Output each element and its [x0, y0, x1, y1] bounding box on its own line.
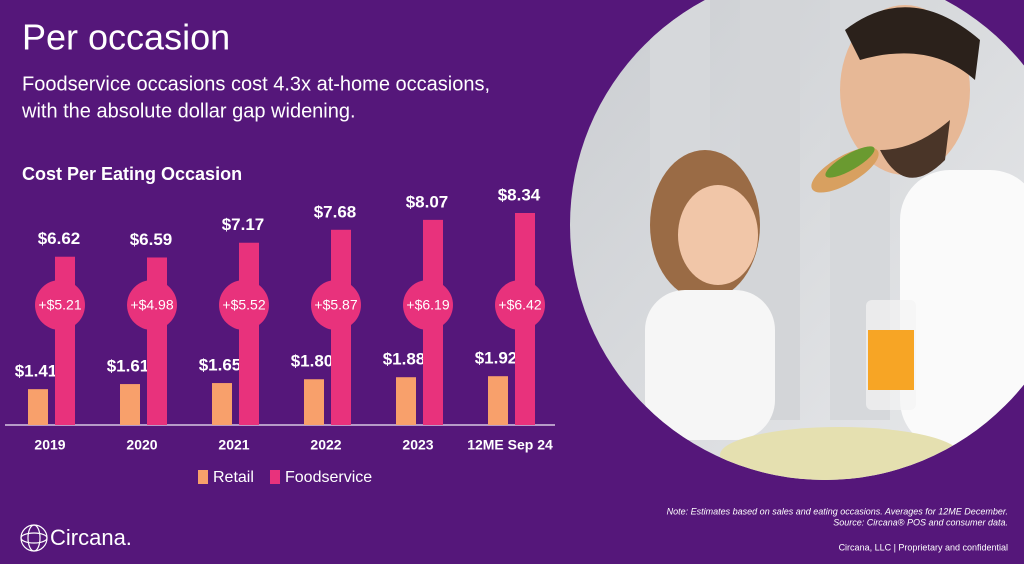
gap-circle: [495, 280, 545, 330]
bar: [396, 377, 416, 425]
gap-circle: [403, 280, 453, 330]
note: Note: Estimates based on sales and eatin…: [667, 506, 1008, 516]
gap-label: +$5.87: [314, 297, 357, 313]
value-label: $1.41: [15, 362, 58, 381]
gap-circle: [127, 280, 177, 330]
bar: [239, 242, 259, 425]
gap-label: +$6.19: [406, 297, 449, 313]
bar: [304, 379, 324, 425]
x-tick-label: 2021: [218, 437, 249, 453]
x-tick-label: 2023: [402, 437, 433, 453]
chart-title: Cost Per Eating Occasion: [22, 164, 242, 184]
gap-label: +$6.42: [498, 297, 541, 313]
value-label: $6.62: [38, 229, 81, 248]
value-label: $8.07: [406, 192, 449, 211]
x-tick-label: 2020: [126, 437, 157, 453]
legend-swatch: [270, 470, 280, 484]
gap-circle: [219, 280, 269, 330]
value-label: $1.80: [291, 352, 334, 371]
subtitle-line: Foodservice occasions cost 4.3x at-home …: [22, 73, 490, 95]
slide-title: Per occasion: [22, 17, 230, 58]
legend-label: Foodservice: [285, 469, 372, 486]
value-label: $1.61: [107, 357, 150, 376]
subtitle-line: with the absolute dollar gap widening.: [21, 100, 356, 122]
gap-label: +$5.21: [38, 297, 81, 313]
value-label: $8.34: [498, 185, 541, 204]
x-tick-label: 12ME Sep 24: [467, 437, 553, 453]
gap-circle: [311, 280, 361, 330]
value-label: $6.59: [130, 230, 173, 249]
legend-swatch: [198, 470, 208, 484]
bar: [120, 384, 140, 425]
gap-circle: [35, 280, 85, 330]
gap-label: +$5.52: [222, 297, 265, 313]
x-tick-label: 2019: [34, 437, 65, 453]
photo: [570, 0, 1024, 480]
value-label: $7.17: [222, 215, 265, 234]
value-label: $1.92: [475, 349, 518, 368]
bar: [488, 376, 508, 425]
value-label: $1.65: [199, 356, 242, 375]
bar: [28, 389, 48, 425]
gap-label: +$4.98: [130, 297, 173, 313]
logo-icon: [20, 524, 48, 552]
source: Source: Circana® POS and consumer data.: [833, 517, 1008, 527]
company: Circana, LLC | Proprietary and confident…: [839, 542, 1008, 552]
value-label: $1.88: [383, 350, 426, 369]
legend-label: Retail: [213, 469, 254, 486]
value-label: $7.68: [314, 202, 357, 221]
bar: [212, 383, 232, 425]
x-tick-label: 2022: [310, 437, 341, 453]
logo: Circana.: [50, 525, 132, 550]
